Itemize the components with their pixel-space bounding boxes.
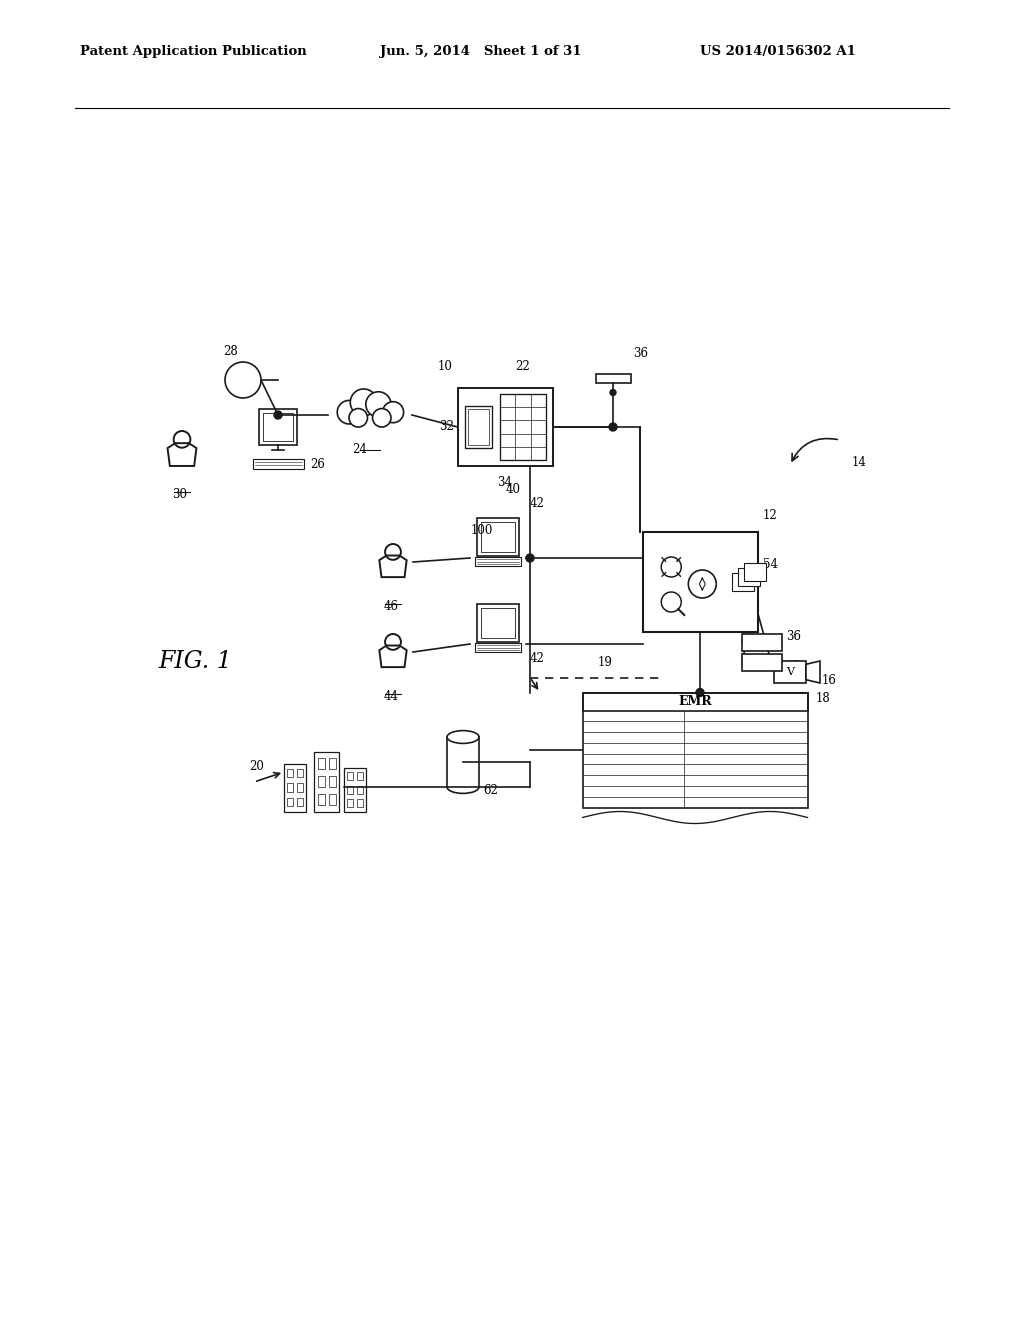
Text: 32: 32 xyxy=(439,421,455,433)
Text: 26: 26 xyxy=(310,458,325,470)
Bar xyxy=(317,776,325,787)
Bar xyxy=(288,797,294,807)
Bar xyxy=(329,795,336,805)
Bar xyxy=(738,568,760,586)
Bar xyxy=(458,388,553,466)
Bar xyxy=(288,783,294,792)
Text: 52: 52 xyxy=(688,556,702,569)
Text: 34: 34 xyxy=(498,477,512,488)
Bar xyxy=(475,557,521,566)
Text: 14: 14 xyxy=(852,455,867,469)
Text: 44: 44 xyxy=(384,690,398,704)
Text: 54: 54 xyxy=(763,557,777,570)
Bar xyxy=(501,395,546,459)
Text: V: V xyxy=(786,667,794,677)
Bar xyxy=(357,772,364,780)
Circle shape xyxy=(274,411,282,418)
Text: 30: 30 xyxy=(172,488,187,502)
Text: 24: 24 xyxy=(352,444,368,455)
Text: US 2014/0156302 A1: US 2014/0156302 A1 xyxy=(700,45,856,58)
Bar xyxy=(297,797,303,807)
Text: 40: 40 xyxy=(506,483,521,496)
Text: FIG. 1: FIG. 1 xyxy=(158,651,231,673)
Circle shape xyxy=(696,689,705,697)
FancyArrowPatch shape xyxy=(792,438,838,461)
Circle shape xyxy=(688,570,717,598)
Bar xyxy=(742,634,782,651)
Bar xyxy=(465,405,492,449)
Bar xyxy=(468,409,488,445)
Text: 46: 46 xyxy=(384,601,398,612)
Text: 100: 100 xyxy=(471,524,493,536)
Circle shape xyxy=(610,389,616,396)
Bar xyxy=(357,799,364,807)
Text: 62: 62 xyxy=(483,784,498,796)
Bar xyxy=(314,752,339,812)
Bar xyxy=(642,532,758,632)
Text: Jun. 5, 2014   Sheet 1 of 31: Jun. 5, 2014 Sheet 1 of 31 xyxy=(380,45,582,58)
Bar xyxy=(297,768,303,777)
Bar xyxy=(263,413,293,441)
Bar xyxy=(317,795,325,805)
Bar xyxy=(284,764,306,812)
Bar xyxy=(732,573,755,591)
Bar xyxy=(329,776,336,787)
Bar xyxy=(347,772,353,780)
Bar xyxy=(583,693,808,808)
Bar xyxy=(347,785,353,793)
Text: 19: 19 xyxy=(598,656,612,669)
Bar xyxy=(477,603,518,642)
Bar xyxy=(475,643,521,652)
Text: 36: 36 xyxy=(633,347,648,360)
Text: 55: 55 xyxy=(772,696,787,709)
Bar xyxy=(288,768,294,777)
Circle shape xyxy=(383,401,403,422)
Bar xyxy=(317,758,325,768)
Bar xyxy=(259,409,297,445)
Text: 12: 12 xyxy=(763,510,777,521)
Text: 28: 28 xyxy=(223,345,238,358)
Text: EMR: EMR xyxy=(678,696,712,708)
Text: 22: 22 xyxy=(515,360,529,374)
Text: Patent Application Publication: Patent Application Publication xyxy=(80,45,307,58)
Text: 42: 42 xyxy=(530,652,545,665)
Bar xyxy=(253,459,303,469)
Bar xyxy=(481,521,515,552)
Bar xyxy=(477,517,518,556)
Bar xyxy=(357,785,364,793)
Circle shape xyxy=(526,554,534,562)
Circle shape xyxy=(350,389,377,416)
Text: 42: 42 xyxy=(530,498,545,510)
Circle shape xyxy=(373,409,391,428)
Text: 36: 36 xyxy=(786,631,801,644)
Bar xyxy=(297,783,303,792)
Circle shape xyxy=(349,409,368,428)
Text: 18: 18 xyxy=(815,693,830,705)
Bar xyxy=(347,799,353,807)
Text: 18: 18 xyxy=(786,660,801,673)
Circle shape xyxy=(225,362,261,399)
Bar xyxy=(344,768,366,812)
Circle shape xyxy=(366,392,391,417)
Circle shape xyxy=(609,422,617,432)
Polygon shape xyxy=(806,661,820,682)
Text: 10: 10 xyxy=(437,360,453,374)
Bar xyxy=(744,564,766,581)
Bar xyxy=(742,653,782,671)
Text: 16: 16 xyxy=(822,673,837,686)
Ellipse shape xyxy=(447,730,479,743)
Bar xyxy=(583,693,808,710)
Text: 48: 48 xyxy=(655,598,671,610)
Bar xyxy=(774,661,806,682)
Circle shape xyxy=(337,400,360,424)
Bar xyxy=(596,374,631,383)
Bar xyxy=(329,758,336,768)
Text: 20: 20 xyxy=(249,760,264,774)
Bar xyxy=(481,607,515,638)
